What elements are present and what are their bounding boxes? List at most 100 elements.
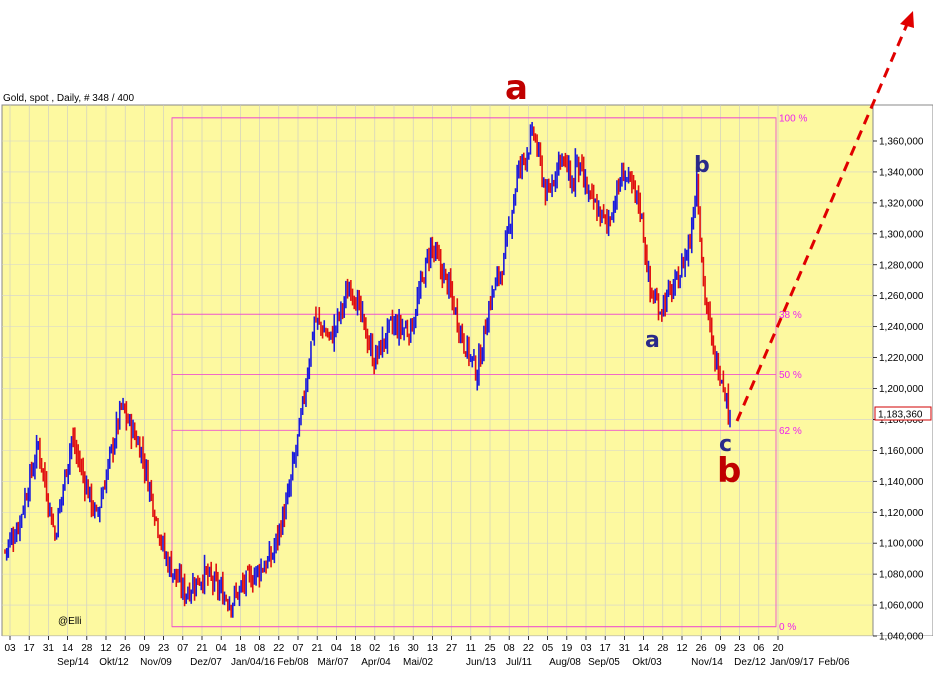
x-month-label: Jul/11 [506,657,532,668]
x-day-label: 06 [753,643,765,654]
y-tick-label: 1,320,000 [879,198,924,209]
x-month-label: Sep/14 [57,657,89,668]
chart-title: Gold, spot , Daily, # 348 / 400 [3,93,134,104]
watermark: @Elli [58,616,82,627]
fib-label: 38 % [779,310,802,321]
x-day-label: 07 [177,643,189,654]
fib-label: 0 % [779,622,796,633]
fib-label: 100 % [779,113,807,124]
x-day-label: 08 [254,643,266,654]
wave-label-minor-a: a [645,328,660,353]
x-day-label: 08 [504,643,516,654]
y-tick-label: 1,080,000 [879,570,924,581]
x-day-label: 03 [4,643,16,654]
x-day-label: 26 [696,643,708,654]
y-tick-label: 1,060,000 [879,601,924,612]
x-day-label: 04 [216,643,228,654]
x-day-label: 09 [715,643,727,654]
x-day-label: 17 [600,643,612,654]
plot-area [1,104,874,637]
x-day-label: 17 [24,643,36,654]
x-day-label: 12 [100,643,112,654]
x-month-label: Dez/07 [190,657,222,668]
x-month-label: Okt/03 [632,657,662,668]
y-tick-label: 1,360,000 [879,137,924,148]
x-day-label: 22 [523,643,535,654]
x-day-label: 07 [292,643,304,654]
x-day-label: 04 [331,643,343,654]
y-tick-label: 1,100,000 [879,539,924,550]
x-day-label: 16 [388,643,400,654]
y-tick-label: 1,340,000 [879,167,924,178]
x-day-label: 14 [638,643,650,654]
x-day-label: 28 [657,643,669,654]
x-day-label: 28 [81,643,93,654]
x-month-label: Nov/09 [140,657,172,668]
x-day-label: 02 [369,643,381,654]
x-day-label: 05 [542,643,554,654]
y-tick-label: 1,140,000 [879,477,924,488]
x-day-label: 14 [62,643,74,654]
x-day-label: 31 [43,643,55,654]
x-axis-panel [0,636,933,676]
fib-label: 50 % [779,370,802,381]
x-day-label: 21 [196,643,208,654]
wave-label-major-b: b [717,451,741,491]
y-tick-label: 1,220,000 [879,353,924,364]
x-day-label: 25 [484,643,496,654]
x-day-label: 23 [158,643,170,654]
y-tick-label: 1,280,000 [879,260,924,271]
last-price-label: 1,183,360 [878,410,923,421]
last-price-box [874,406,932,421]
projection-arrowhead [900,11,914,28]
y-axis-panel [872,104,933,637]
x-day-label: 30 [408,643,420,654]
projection-arrow [735,11,914,422]
x-month-label: Jan/09/17 [770,657,814,668]
x-day-label: 20 [772,643,784,654]
x-day-label: 18 [350,643,362,654]
x-day-label: 11 [466,643,477,654]
y-tick-label: 1,120,000 [879,508,924,519]
x-month-label: Feb/08 [277,657,309,668]
y-tick-label: 1,040,000 [879,632,924,643]
x-month-label: Jan/04/16 [231,657,275,668]
x-month-label: Okt/12 [99,657,129,668]
y-tick-label: 1,260,000 [879,291,924,302]
x-day-label: 23 [734,643,746,654]
x-month-label: Feb/06 [818,657,850,668]
x-day-label: 03 [580,643,592,654]
wave-label-major-a: a [505,68,528,108]
y-tick-label: 1,200,000 [879,384,924,395]
x-day-label: 27 [446,643,458,654]
x-day-label: 22 [273,643,285,654]
x-month-label: Nov/14 [691,657,723,668]
x-day-label: 31 [619,643,631,654]
x-day-label: 13 [427,643,439,654]
y-tick-label: 1,300,000 [879,229,924,240]
x-month-label: Mai/02 [403,657,433,668]
price-bars [4,121,731,618]
x-day-label: 19 [561,643,573,654]
fibonacci-levels: 100 % 38 % 50 % 62 % 0 % [171,113,807,633]
grid [2,105,873,637]
x-month-label: Jun/13 [466,657,496,668]
y-tick-label: 1,240,000 [879,322,924,333]
y-tick-label: 1,160,000 [879,446,924,457]
x-day-label: 12 [676,643,688,654]
x-month-label: Mär/07 [317,657,349,668]
projection-line [735,21,910,422]
x-axis: 03 17 31 14 28 12 26 09 23 07 21 04 18 08 22 07 21 04 18 02… [4,636,850,668]
wave-label-minor-b: b [694,153,710,178]
x-day-label: 26 [120,643,132,654]
x-month-label: Apr/04 [361,657,391,668]
x-month-label: Dez/12 [734,657,766,668]
x-month-label: Sep/05 [588,657,620,668]
wave-label-minor-c: c [719,432,732,457]
x-day-label: 09 [139,643,151,654]
x-day-label: 21 [312,643,324,654]
fib-label: 62 % [779,426,802,437]
x-month-label: Aug/08 [549,657,581,668]
x-day-label: 18 [235,643,247,654]
